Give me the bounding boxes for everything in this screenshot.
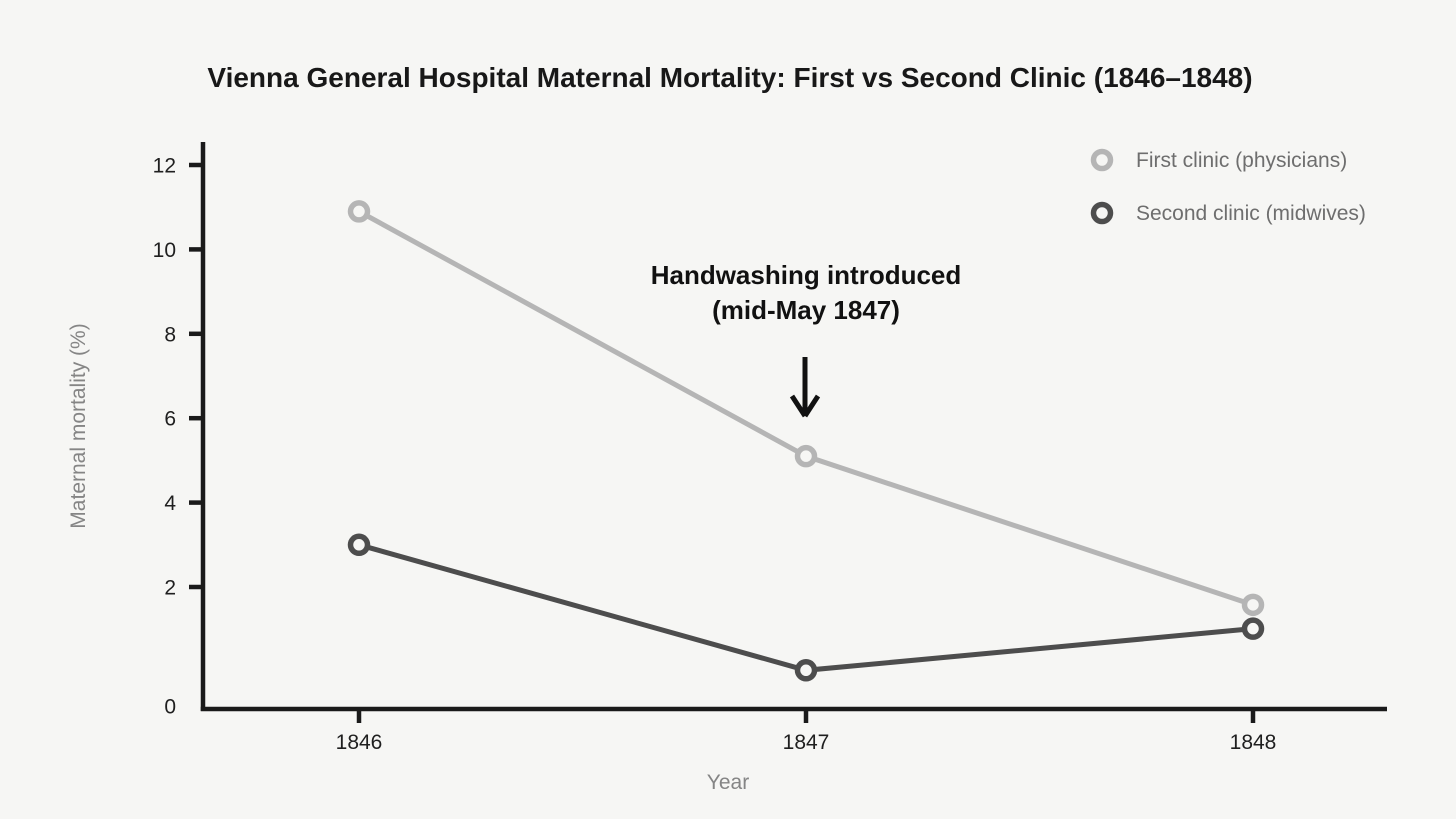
series-0-point [347,200,371,223]
axes [200,142,1387,712]
series-1-point [1241,617,1265,640]
annotation-line-1: Handwashing introduced [651,260,962,290]
series-0-point [794,444,818,468]
series-layer [347,200,1265,682]
y-axis-ticks: 0 2 4 6 8 10 12 [153,155,203,719]
y-tick-label: 8 [164,323,176,346]
chart-title: Vienna General Hospital Maternal Mortali… [207,62,1252,93]
series-0-point [1241,593,1265,617]
x-axis-ticks: 1846 1847 1848 [336,709,1277,754]
x-tick-label: 1846 [336,731,383,754]
y-tick-label: 12 [153,155,176,178]
x-tick-label: 1848 [1230,731,1277,754]
legend-label-second-clinic: Second clinic (midwives) [1136,202,1366,225]
y-tick-label: 6 [164,408,176,431]
series-1-point [794,659,818,682]
y-tick-label: 10 [153,239,176,262]
x-tick-label: 1847 [783,731,830,754]
series-1-line [358,542,1254,673]
legend-marker-second-clinic [1090,201,1114,225]
legend-marker-first-clinic [1090,148,1114,172]
y-tick-label: 2 [164,577,176,600]
x-axis-title: Year [707,771,749,794]
y-axis-title: Maternal mortality (%) [67,323,90,528]
legend: First clinic (physicians) Second clinic … [1090,148,1366,225]
annotation-line-2: (mid-May 1847) [712,295,900,325]
annotation: Handwashing introduced (mid-May 1847) [651,260,962,418]
legend-label-first-clinic: First clinic (physicians) [1136,149,1347,172]
down-arrow-icon [789,357,821,418]
series-1-point [347,533,371,557]
y-tick-label: 4 [164,492,176,515]
y-tick-label: 0 [164,696,176,719]
